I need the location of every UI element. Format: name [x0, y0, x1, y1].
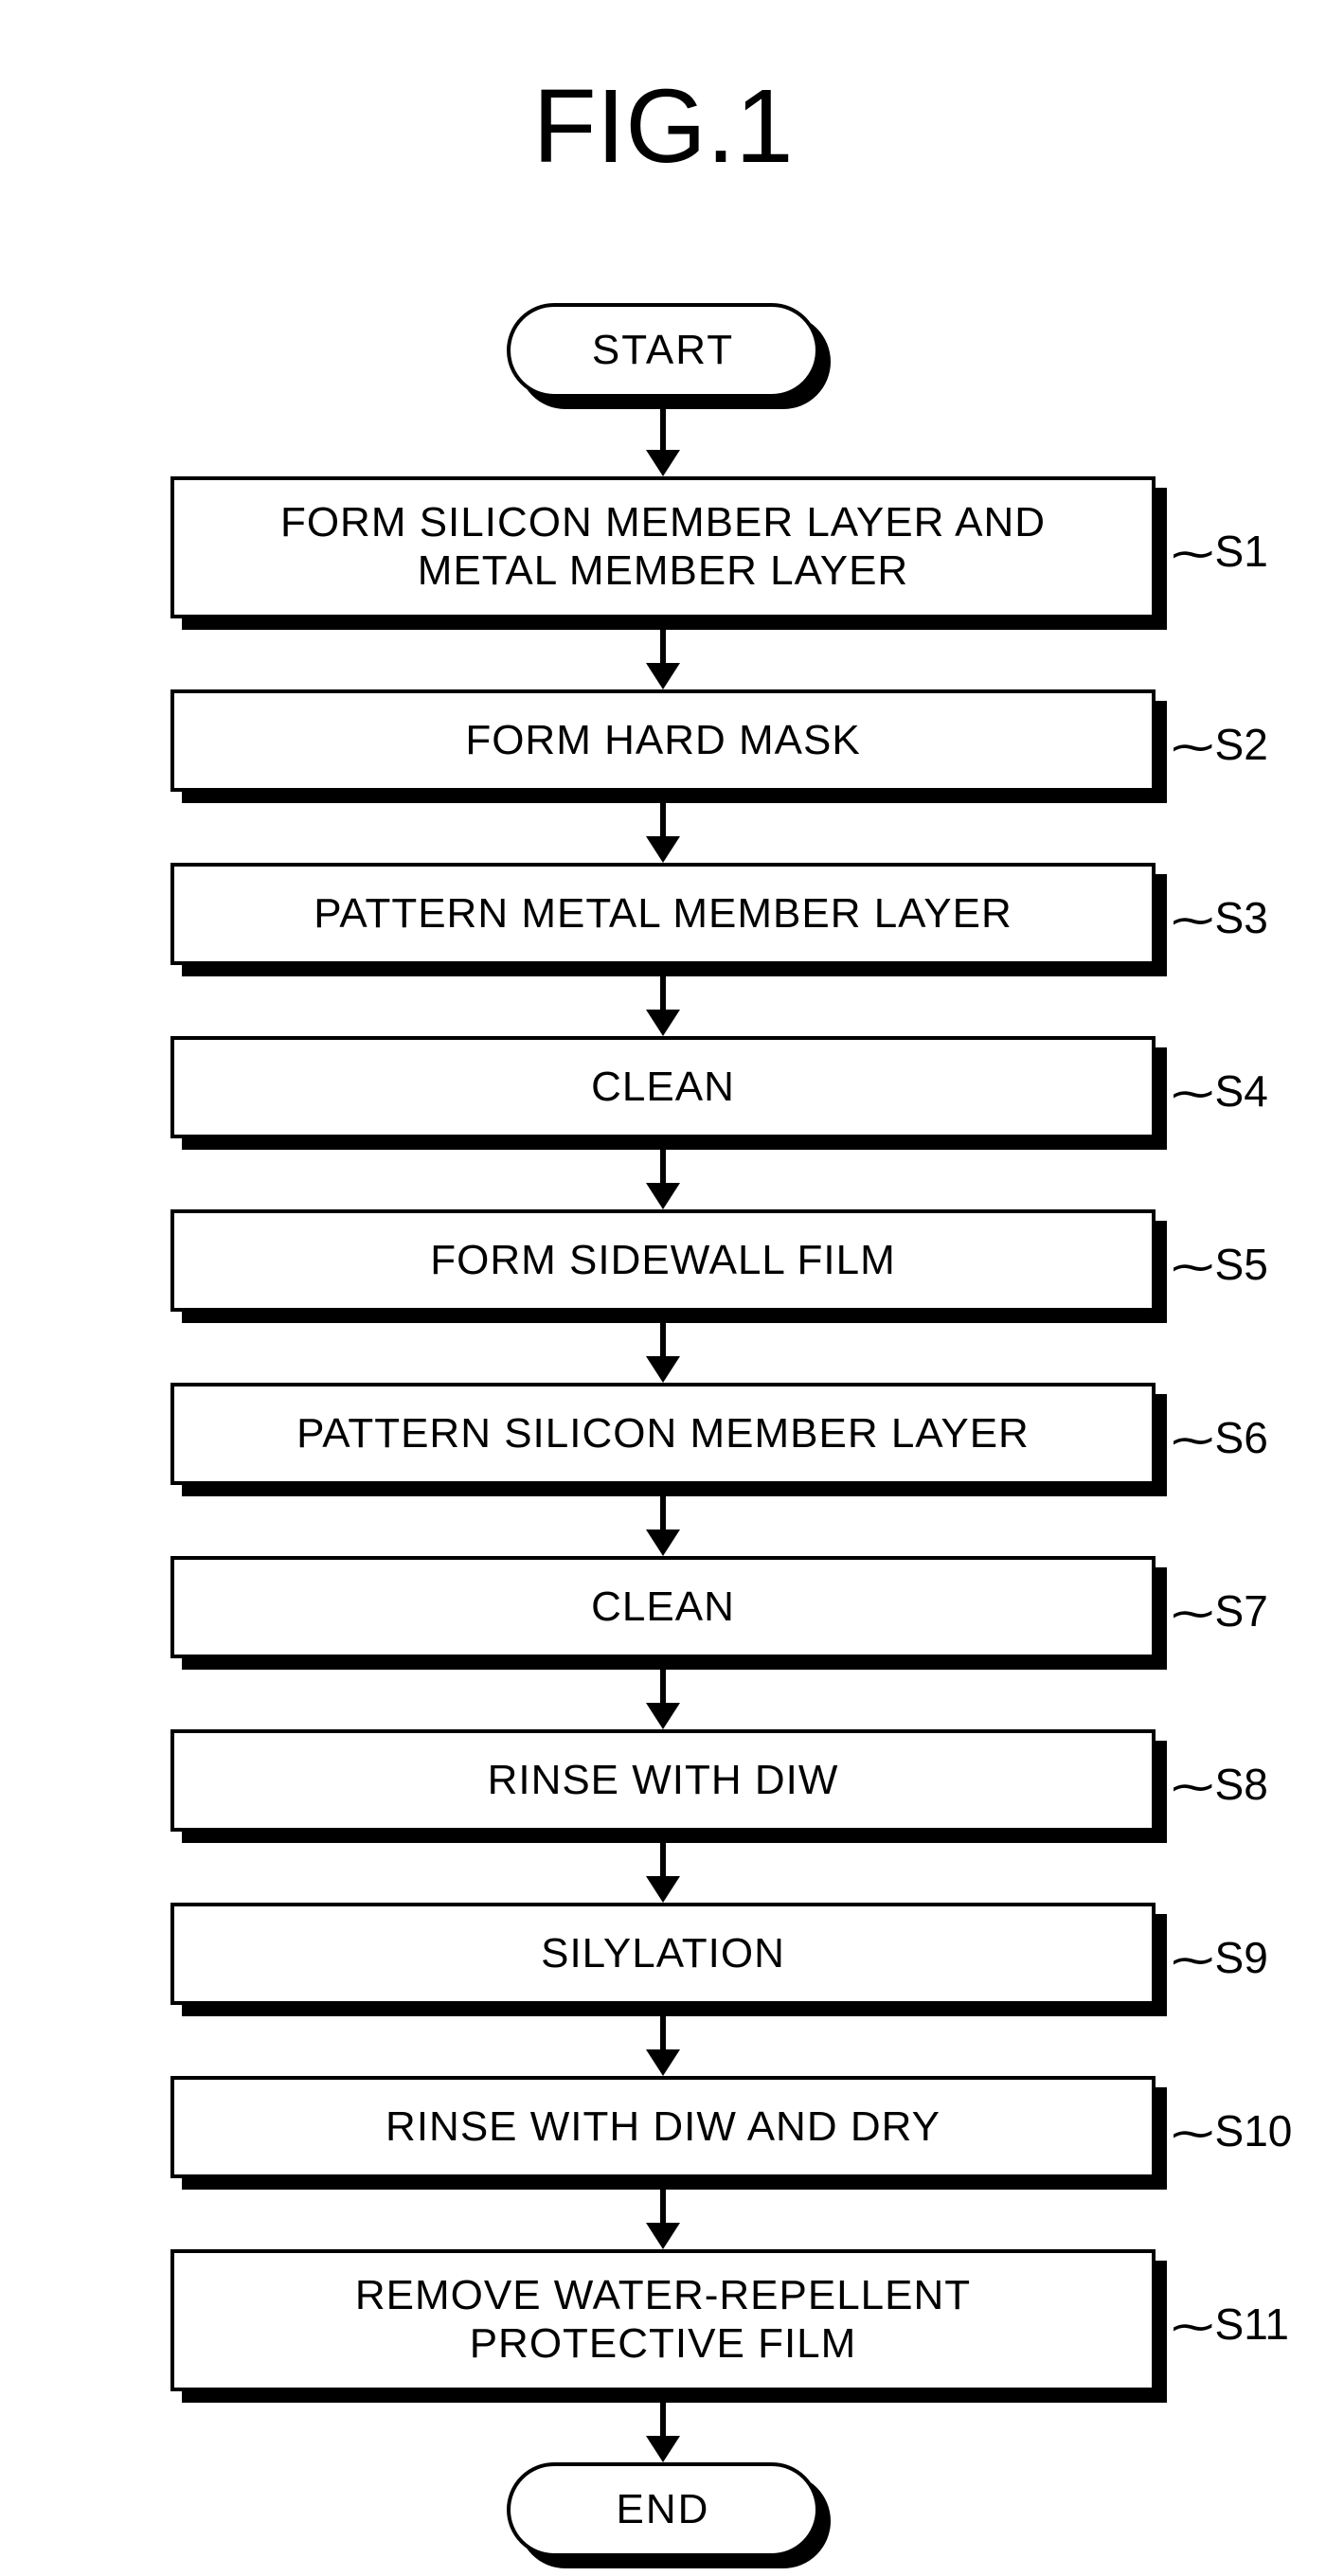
flowchart: START FORM SILICON MEMBER LAYER ANDMETAL … [170, 303, 1156, 2557]
flow-step: FORM SIDEWALL FILM∼S5 [170, 1209, 1156, 1312]
flow-step-id: ∼S2 [1174, 719, 1268, 770]
flow-arrow [170, 398, 1156, 476]
flow-step-text: PATTERN SILICON MEMBER LAYER [296, 1410, 1030, 1458]
terminator-start-label: START [592, 327, 734, 374]
flow-step: RINSE WITH DIW AND DRY∼S10 [170, 2076, 1156, 2178]
flow-step: CLEAN∼S7 [170, 1556, 1156, 1658]
flow-step-id: ∼S11 [1174, 2299, 1289, 2350]
terminator-end-label: END [617, 2486, 710, 2533]
flow-arrow [170, 1138, 1156, 1209]
flow-step-text: CLEAN [591, 1583, 735, 1632]
flow-step: RINSE WITH DIW∼S8 [170, 1729, 1156, 1832]
flow-arrow [170, 1658, 1156, 1729]
flow-step-text: FORM SIDEWALL FILM [430, 1237, 895, 1285]
flow-step: PATTERN SILICON MEMBER LAYER∼S6 [170, 1383, 1156, 1485]
flow-arrow [170, 965, 1156, 1036]
flow-step-id: ∼S5 [1174, 1239, 1268, 1290]
flow-arrow [170, 2005, 1156, 2076]
flow-step-text: RINSE WITH DIW AND DRY [385, 2103, 941, 2152]
flow-arrow [170, 1312, 1156, 1383]
flow-arrow [170, 2391, 1156, 2462]
flow-arrow [170, 792, 1156, 863]
flow-step-text: FORM HARD MASK [465, 717, 860, 765]
flow-step-id: ∼S1 [1174, 526, 1268, 577]
flow-step-id: ∼S3 [1174, 892, 1268, 943]
flow-step: SILYLATION∼S9 [170, 1903, 1156, 2005]
flow-arrow [170, 618, 1156, 689]
flow-step: FORM HARD MASK∼S2 [170, 689, 1156, 792]
flow-step: FORM SILICON MEMBER LAYER ANDMETAL MEMBE… [170, 476, 1156, 618]
figure-title: FIG.1 [532, 66, 793, 187]
flow-step-text: REMOVE WATER-REPELLENTPROTECTIVE FILM [355, 2272, 971, 2368]
flow-step-id: ∼S6 [1174, 1412, 1268, 1463]
flow-step: CLEAN∼S4 [170, 1036, 1156, 1138]
flow-step-text: PATTERN METAL MEMBER LAYER [314, 890, 1012, 939]
flow-step: REMOVE WATER-REPELLENTPROTECTIVE FILM∼S1… [170, 2249, 1156, 2391]
flow-step-text: CLEAN [591, 1064, 735, 1112]
flow-arrow [170, 1832, 1156, 1903]
flow-arrow [170, 2178, 1156, 2249]
flow-step-id: ∼S9 [1174, 1932, 1268, 1983]
flow-step-id: ∼S8 [1174, 1759, 1268, 1810]
flow-step-text: FORM SILICON MEMBER LAYER ANDMETAL MEMBE… [280, 499, 1046, 595]
flow-step-id: ∼S10 [1174, 2105, 1292, 2156]
flow-step-text: SILYLATION [541, 1930, 785, 1978]
terminator-start: START [507, 303, 819, 398]
flow-step: PATTERN METAL MEMBER LAYER∼S3 [170, 863, 1156, 965]
flow-arrow [170, 1485, 1156, 1556]
flow-step-text: RINSE WITH DIW [488, 1757, 839, 1805]
page: FIG.1 START FORM SILICON MEMBER LAYER AND… [0, 0, 1326, 2576]
terminator-end: END [507, 2462, 819, 2557]
flow-step-id: ∼S7 [1174, 1585, 1268, 1637]
flow-step-id: ∼S4 [1174, 1065, 1268, 1117]
